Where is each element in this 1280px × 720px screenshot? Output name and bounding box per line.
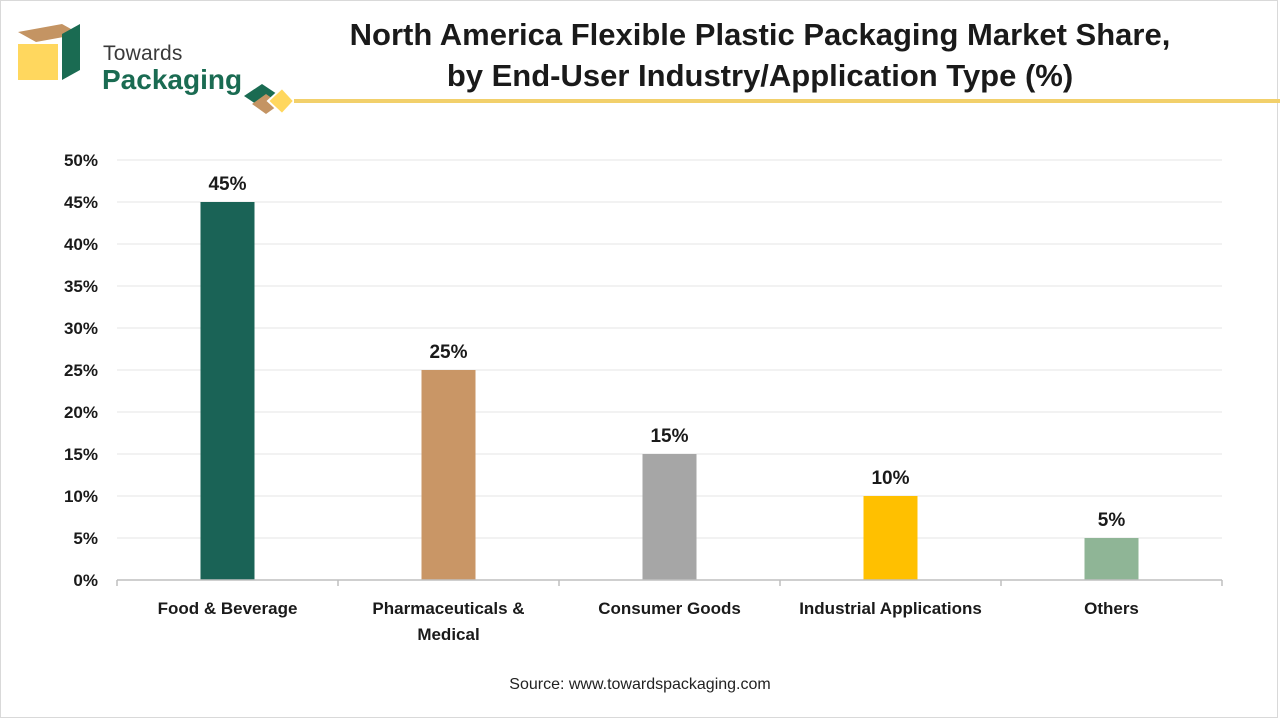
bar	[421, 370, 476, 580]
bar	[642, 454, 697, 580]
x-tick-label: Pharmaceuticals &	[372, 599, 524, 618]
towards-packaging-logo: Towards Packaging	[18, 22, 242, 95]
y-tick-label: 25%	[64, 361, 98, 380]
source-note: Source: www.towardspackaging.com	[509, 676, 771, 693]
bar	[200, 202, 255, 580]
logo-packaging-text: Packaging	[102, 64, 243, 95]
box-logo-icon	[18, 24, 80, 80]
y-tick-label: 40%	[64, 235, 98, 254]
x-tick-label: Medical	[417, 625, 479, 644]
x-tick-label: Others	[1084, 599, 1139, 618]
chart-title-line-1: North America Flexible Plastic Packaging…	[349, 17, 1171, 52]
logo-towards-text: Towards	[103, 42, 183, 65]
data-label: 25%	[429, 342, 467, 363]
chart-title: North America Flexible Plastic Packaging…	[290, 14, 1230, 96]
bar	[1084, 538, 1139, 580]
y-tick-label: 30%	[64, 319, 98, 338]
y-tick-label: 10%	[64, 487, 98, 506]
data-label: 5%	[1098, 510, 1126, 531]
y-tick-label: 20%	[64, 403, 98, 422]
y-tick-label: 5%	[73, 529, 98, 548]
y-tick-label: 45%	[64, 193, 98, 212]
x-tick-label: Food & Beverage	[158, 599, 298, 618]
data-label: 10%	[871, 468, 909, 489]
x-tick-label: Industrial Applications	[799, 599, 982, 618]
data-label: 15%	[650, 426, 688, 447]
y-tick-label: 15%	[64, 445, 98, 464]
y-tick-label: 35%	[64, 277, 98, 296]
y-tick-label: 0%	[73, 571, 98, 590]
title-divider	[244, 84, 1280, 116]
bar	[863, 496, 918, 580]
divider-line	[294, 99, 1280, 103]
y-tick-label: 50%	[64, 151, 98, 170]
chart-title-line-2: by End-User Industry/Application Type (%…	[446, 58, 1074, 93]
data-label: 45%	[208, 174, 246, 195]
x-tick-label: Consumer Goods	[598, 599, 741, 618]
